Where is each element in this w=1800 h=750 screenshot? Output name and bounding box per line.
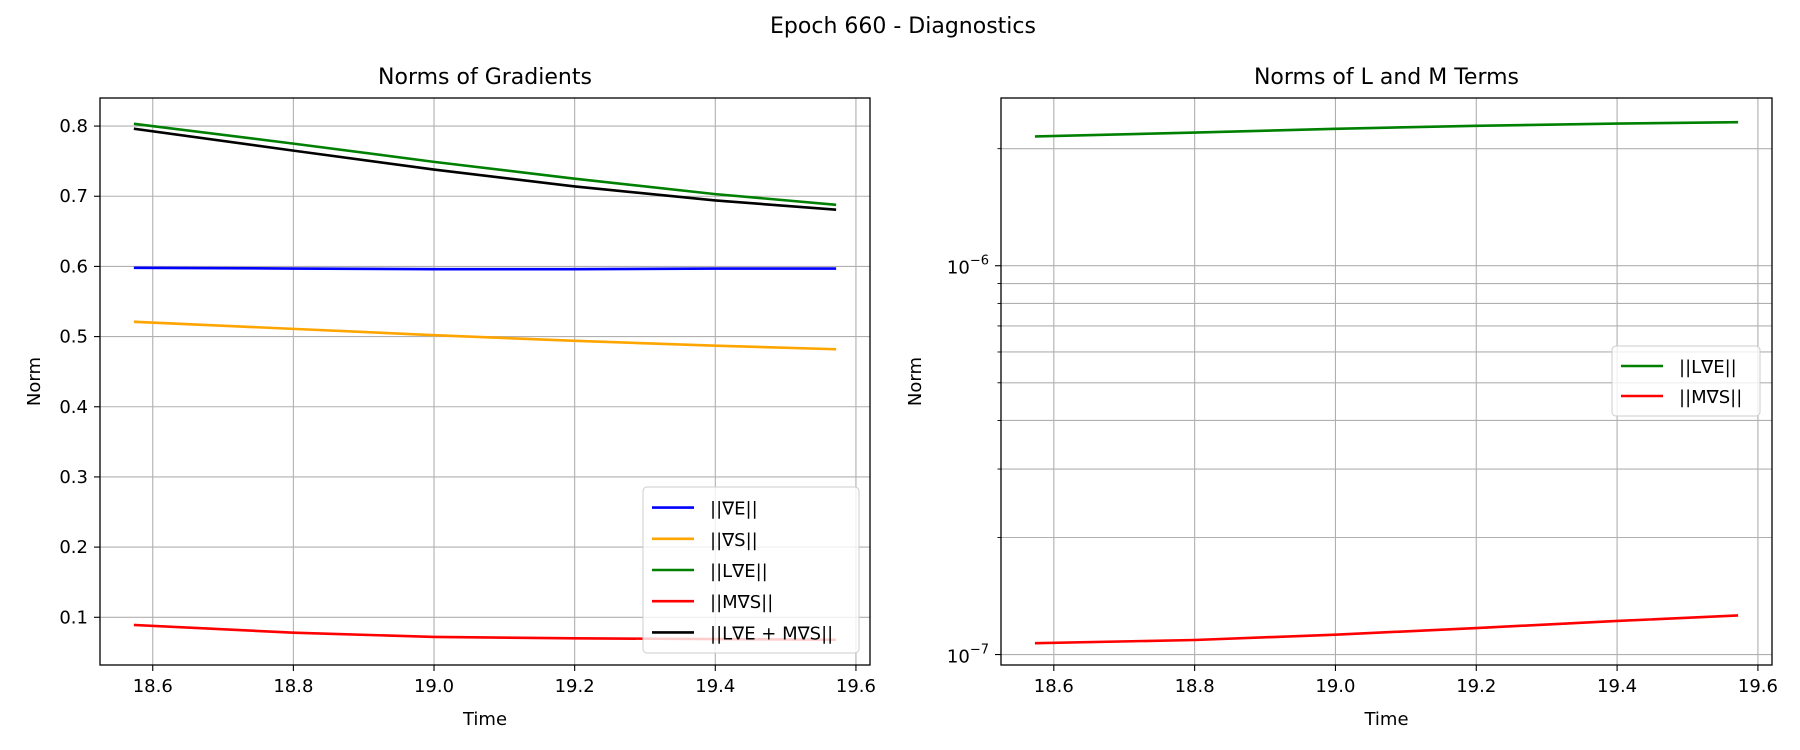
series-line-grads — [133, 320, 837, 351]
chart1-x-tick-label-2: 19.0 — [1315, 676, 1355, 697]
chart1-x-tick-label-0: 18.6 — [1034, 676, 1074, 697]
legend-label-mgrads: ||M∇S|| — [710, 592, 773, 613]
chart1-y-axis-label: Norm — [905, 357, 926, 406]
chart0-legend-box — [642, 486, 860, 654]
chart0-x-tick-label-4: 19.4 — [695, 676, 735, 697]
chart1-x-tick-label-3: 19.2 — [1456, 676, 1496, 697]
chart0-x-axis-label: Time — [462, 709, 507, 730]
chart0-y-tick-label-5: 0.6 — [59, 256, 88, 277]
chart1-axes-frame — [1000, 97, 1773, 666]
legend-label-grade: ||∇E|| — [710, 499, 758, 520]
chart0-y-tick-label-3: 0.4 — [59, 397, 88, 418]
chart0-y-tick-label-2: 0.3 — [59, 467, 88, 488]
series-line-grade — [133, 266, 837, 271]
chart1-x-tick-label-4: 19.4 — [1597, 676, 1637, 697]
series-line-lgrade — [133, 122, 837, 207]
legend-label-lgrade: ||L∇E|| — [710, 561, 768, 582]
chart0-series-group — [133, 122, 837, 642]
chart1-title: Norms of L and M Terms — [1254, 65, 1519, 90]
legend-label-mgrads: ||M∇S|| — [1679, 387, 1742, 408]
chart1-x-axis-label: Time — [1363, 709, 1408, 730]
chart0-axes-frame — [99, 97, 871, 666]
chart1-y-tick-label-0: 10−6 — [947, 254, 989, 279]
chart1-series-group — [1034, 120, 1739, 645]
figure-suptitle: Epoch 660 - Diagnostics — [770, 14, 1036, 39]
legend-label-grads: ||∇S|| — [710, 530, 758, 551]
chart0-x-tick-label-1: 18.8 — [273, 676, 313, 697]
chart0-y-axis-label: Norm — [24, 357, 45, 406]
chart1-legend: ||L∇E|| ||M∇S|| — [1611, 345, 1761, 417]
chart0-x-tick-label-0: 18.6 — [133, 676, 173, 697]
chart-norms-of-l-and-m-terms: 18.6 18.8 19.0 19.2 19.4 19.6 10−6 10−7 Norms of… — [905, 65, 1778, 730]
chart-norms-of-gradients: 18.6 18.8 19.0 19.2 19.4 19.6 0.1 0.2 0.3 0.4 0.5 0… — [24, 65, 876, 730]
chart0-y-tick-label-6: 0.7 — [59, 186, 88, 207]
chart0-y-tick-label-0: 0.1 — [59, 607, 88, 628]
legend-label-lgrade: ||L∇E|| — [1679, 357, 1737, 378]
series-line-mgrads — [1034, 614, 1739, 645]
chart0-y-tick-label-4: 0.5 — [59, 327, 88, 348]
chart0-x-tick-label-3: 19.2 — [555, 676, 595, 697]
chart1-legend-box — [1611, 345, 1761, 417]
chart0-title: Norms of Gradients — [378, 65, 592, 90]
chart0-x-tick-label-2: 19.0 — [414, 676, 454, 697]
chart1-y-tick-label-1: 10−7 — [947, 643, 989, 668]
series-line-lgrade — [1034, 120, 1739, 138]
chart1-x-tick-label-5: 19.6 — [1738, 676, 1778, 697]
chart1-x-tick-label-1: 18.8 — [1175, 676, 1215, 697]
chart0-y-tick-label-1: 0.2 — [59, 537, 88, 558]
series-line-lgrade-mgrads — [133, 127, 837, 211]
chart0-legend: ||∇E|| ||∇S|| ||L∇E|| ||M∇S|| ||L∇E + M∇S|| — [642, 486, 860, 654]
legend-label-lgrade-mgrads: ||L∇E + M∇S|| — [710, 623, 833, 644]
chart0-x-tick-label-5: 19.6 — [836, 676, 876, 697]
chart0-y-tick-label-7: 0.8 — [59, 116, 88, 137]
